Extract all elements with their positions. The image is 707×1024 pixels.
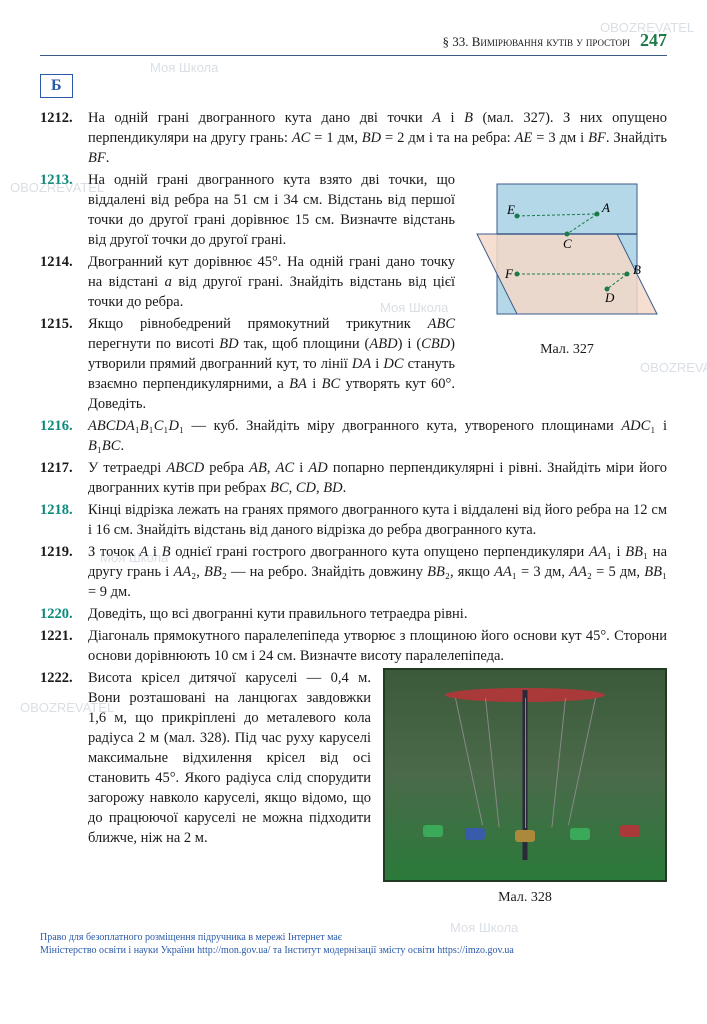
- problem-text: У тетраедрі ABCD ребра AB, AC і AD попар…: [88, 458, 667, 498]
- problem-1219: 1219. З точок A і B однієї грані гострог…: [40, 542, 667, 602]
- row-with-fig327: 1213. На одній грані двогранного кута вз…: [40, 170, 667, 416]
- problem-number: 1217.: [40, 458, 88, 498]
- label-A: A: [601, 200, 610, 215]
- problem-1216: 1216. ABCDA₁B₁C₁D₁ — куб. Знайдіть міру …: [40, 416, 667, 456]
- problem-1214: 1214. Двогранний кут дорівнює 45°. На од…: [40, 252, 455, 312]
- problem-number: 1219.: [40, 542, 88, 602]
- problem-text: З точок A і B однієї грані гострого двог…: [88, 542, 667, 602]
- label-C: C: [563, 236, 572, 251]
- problem-text: Кінці відрізка лежать на гранях прямого …: [88, 500, 667, 540]
- problem-number: 1212.: [40, 108, 88, 168]
- problem-number: 1216.: [40, 416, 88, 456]
- footer-line2: Міністерство освіти і науки України http…: [40, 944, 667, 957]
- problem-text: На одній грані двогранного кута взято дв…: [88, 170, 455, 250]
- problem-text: На одній грані двогранного кута дано дві…: [88, 108, 667, 168]
- footer-line1: Право для безоплатного розміщення підруч…: [40, 931, 667, 944]
- label-B: B: [633, 262, 641, 277]
- problem-1221: 1221. Діагональ прямокутного паралелепіп…: [40, 626, 667, 666]
- problems-list: 1212. На одній грані двогранного кута да…: [40, 108, 667, 907]
- problem-text: Діагональ прямокутного паралелепіпеда ут…: [88, 626, 667, 666]
- problem-text: Двогранний кут дорівнює 45°. На одній гр…: [88, 252, 455, 312]
- label-F: F: [504, 266, 514, 281]
- problem-number: 1220.: [40, 604, 88, 624]
- problem-number: 1222.: [40, 668, 88, 848]
- problem-1218: 1218. Кінці відрізка лежать на гранях пр…: [40, 500, 667, 540]
- label-E: E: [506, 202, 515, 217]
- label-D: D: [604, 290, 615, 305]
- page-number: 247: [640, 30, 667, 51]
- fig328-caption: Мал. 328: [383, 888, 667, 907]
- problem-1212: 1212. На одній грані двогранного кута да…: [40, 108, 667, 168]
- problem-number: 1215.: [40, 314, 88, 414]
- page: § 33. Вимірювання кутів у просторі 247 Б…: [0, 0, 707, 927]
- figure-327: E A C F B D Мал. 327: [467, 174, 667, 416]
- problem-number: 1218.: [40, 500, 88, 540]
- footer-credits: Право для безоплатного розміщення підруч…: [0, 927, 707, 967]
- row-with-fig328: 1222. Висота крісел дитячої каруселі — 0…: [40, 668, 667, 907]
- block-label: Б: [40, 74, 73, 98]
- problem-number: 1214.: [40, 252, 88, 312]
- figure-328: Мал. 328: [383, 668, 667, 907]
- problem-number: 1213.: [40, 170, 88, 250]
- problem-number: 1221.: [40, 626, 88, 666]
- problem-text: Доведіть, що всі двогранні кути правильн…: [88, 604, 667, 624]
- problem-1215: 1215. Якщо рівнобедрений прямокутний три…: [40, 314, 455, 414]
- problem-text: Якщо рівнобедрений прямокутний трикутник…: [88, 314, 455, 414]
- problem-text: Висота крісел дитячої каруселі — 0,4 м. …: [88, 668, 371, 848]
- section-title: § 33. Вимірювання кутів у просторі: [442, 34, 630, 50]
- problem-1217: 1217. У тетраедрі ABCD ребра AB, AC і AD…: [40, 458, 667, 498]
- problem-1213: 1213. На одній грані двогранного кута вз…: [40, 170, 455, 250]
- page-header: § 33. Вимірювання кутів у просторі 247: [40, 30, 667, 56]
- problem-1222: 1222. Висота крісел дитячої каруселі — 0…: [40, 668, 371, 848]
- problem-1220: 1220. Доведіть, що всі двогранні кути пр…: [40, 604, 667, 624]
- fig327-caption: Мал. 327: [467, 340, 667, 359]
- carousel-photo: [383, 668, 667, 882]
- problem-text: ABCDA₁B₁C₁D₁ — куб. Знайдіть міру двогра…: [88, 416, 667, 456]
